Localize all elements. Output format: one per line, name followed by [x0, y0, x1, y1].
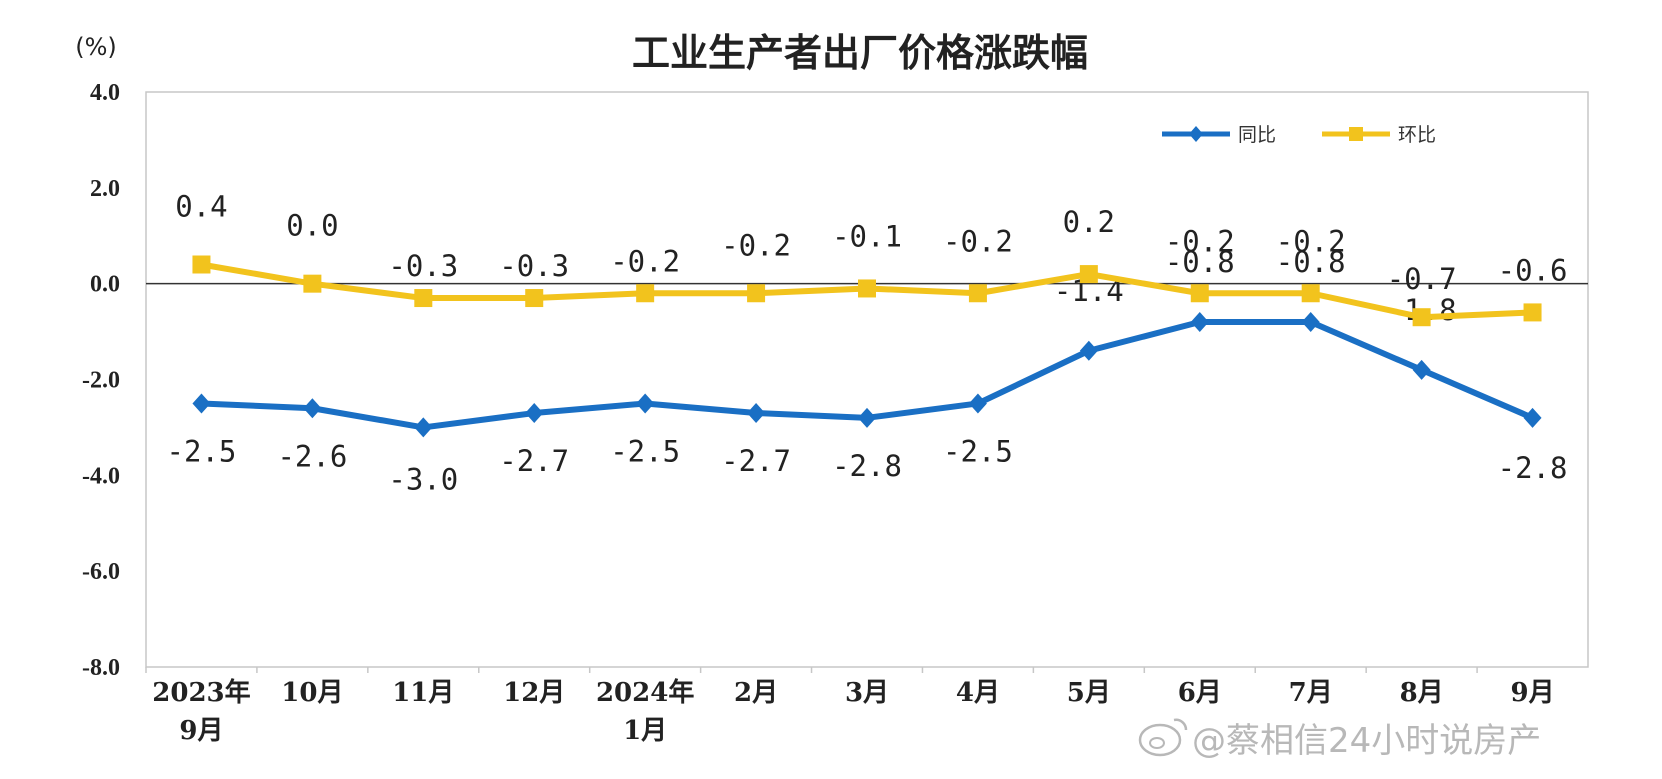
x-tick-label: 5月 [1067, 678, 1111, 708]
data-label: 0.2 [1063, 205, 1115, 239]
x-tick-label: 8月 [1400, 678, 1444, 708]
data-point [1190, 284, 1209, 303]
data-point [968, 284, 987, 303]
series-yoy: -2.5 -2.6-3.0-2.7 -2.5 -2.7 -2.8 -2.5-1.4-0.8… [167, 245, 1568, 496]
y-tick-label: -4.0 [82, 463, 120, 489]
legend: 同比 环比 [1162, 124, 1436, 146]
data-label: -2.5 [610, 434, 680, 468]
data-point [414, 289, 433, 308]
data-label: -0.2 [610, 244, 680, 278]
x-axis-ticks: 2023年 9月 10月 11月 12月 2024年 1月 2月 3月 4月 5月 6月 7月 8月 9月 [145, 667, 1555, 746]
data-point [192, 255, 211, 274]
x-tick-label: 12月 [503, 678, 565, 708]
x-tick-label: 2024年 [596, 677, 694, 708]
data-point [1412, 308, 1431, 327]
data-point [968, 393, 987, 414]
x-tick-label: 6月 [1178, 678, 1222, 708]
data-label: -0.3 [499, 249, 569, 283]
data-point [414, 417, 433, 438]
y-tick-label: 0.0 [90, 272, 120, 298]
data-label: -2.5 [167, 434, 237, 468]
data-point [1079, 265, 1098, 284]
data-point [747, 284, 766, 303]
data-label: -0.2 [943, 224, 1013, 258]
legend-item: 同比 [1162, 124, 1276, 146]
data-label: -0.6 [1498, 253, 1568, 287]
chart-title: 工业生产者出厂价格涨跌幅 [632, 31, 1088, 75]
x-tick-label: 3月 [845, 678, 889, 708]
data-label: -0.3 [388, 249, 458, 283]
data-label: -3.0 [388, 462, 458, 496]
y-tick-label: 4.0 [90, 80, 120, 106]
x-tick-label: 9月 [179, 716, 223, 746]
x-tick-label: 2月 [734, 678, 778, 708]
x-tick-label: 7月 [1289, 678, 1333, 708]
data-point [525, 289, 544, 308]
data-label: -0.2 [1276, 224, 1346, 258]
y-tick-label: 2.0 [90, 176, 120, 202]
data-label: -0.1 [832, 219, 902, 253]
data-label: -2.8 [1498, 451, 1568, 485]
data-label: -2.7 [499, 444, 569, 478]
data-point [1412, 359, 1431, 380]
data-point [1190, 312, 1209, 332]
data-point [303, 274, 322, 293]
data-label: -0.8 [1165, 245, 1235, 279]
legend-marker [1349, 127, 1363, 141]
data-point [1301, 284, 1320, 303]
x-tick-label: 11月 [392, 678, 454, 708]
data-point [1523, 407, 1542, 428]
data-label: -0.2 [1165, 224, 1235, 258]
data-label: -0.8 [1276, 245, 1346, 279]
series-layer: -2.5 -2.6-3.0-2.7 -2.5 -2.7 -2.8 -2.5-1.4-0.8… [167, 190, 1568, 497]
data-point [636, 393, 655, 414]
data-point [1301, 312, 1320, 332]
y-axis-ticks: 4.0 2.0 0.0 -2.0 -4.0 -6.0 -8.0 [82, 80, 120, 681]
data-point [858, 407, 876, 428]
x-tick-label: 9月 [1510, 678, 1554, 708]
watermark: @蔡相信24小时说房产 [1138, 718, 1541, 761]
y-tick-label: -2.0 [82, 368, 120, 394]
data-label: 0.4 [175, 190, 227, 224]
data-point [192, 393, 211, 414]
data-point [636, 284, 655, 303]
data-label: 0.0 [286, 209, 338, 243]
data-label: -2.7 [721, 444, 791, 478]
data-label: -2.5 [943, 434, 1013, 468]
x-tick-label: 10月 [281, 678, 343, 708]
data-label: -0.2 [721, 228, 791, 262]
legend-label: 环比 [1398, 124, 1436, 146]
y-axis-unit: (%) [75, 33, 117, 61]
x-tick-label: 2023年 [152, 677, 250, 708]
data-label: -0.7 [1387, 262, 1457, 296]
x-tick-label: 1月 [623, 716, 667, 746]
data-point [1079, 340, 1098, 361]
data-point [1523, 303, 1542, 322]
data-label: -2.6 [277, 439, 347, 473]
x-tick-label: 4月 [956, 678, 1000, 708]
series-mom: 0.40.0-0.3 -0.3 -0.2 -0.2 -0.1 -0.20.2-0.2 -0.… [175, 190, 1567, 327]
data-point [747, 403, 766, 424]
legend-marker [1189, 126, 1203, 142]
data-point [303, 398, 322, 419]
legend-label: 同比 [1238, 124, 1276, 146]
y-tick-label: -8.0 [82, 655, 120, 681]
y-tick-label: -6.0 [82, 559, 120, 585]
data-label: -2.8 [832, 449, 902, 483]
weibo-icon [1138, 718, 1188, 757]
legend-item: 环比 [1322, 124, 1436, 146]
plot-area [145, 91, 1589, 668]
data-point [525, 403, 544, 424]
watermark-text: @蔡相信24小时说房产 [1192, 721, 1541, 761]
data-point [858, 279, 876, 298]
